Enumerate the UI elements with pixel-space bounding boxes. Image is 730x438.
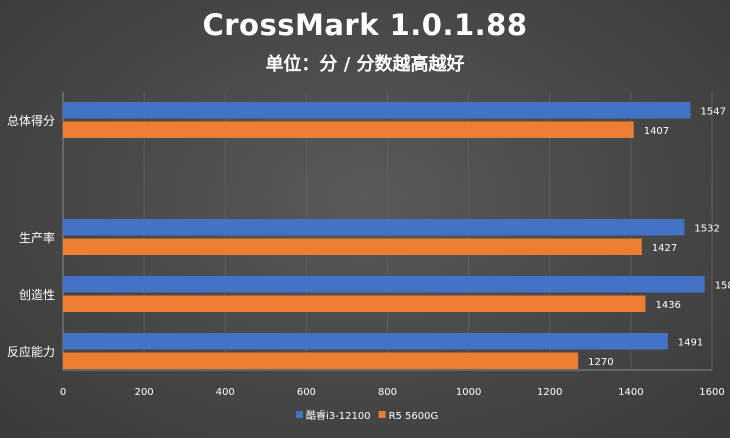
- category-label: 反应能力: [7, 344, 55, 359]
- data-label: 1491: [678, 337, 703, 348]
- bar: [63, 219, 685, 236]
- chart-subtitle: 单位：分 / 分数越高越好: [265, 54, 465, 75]
- data-label: 1407: [644, 126, 669, 137]
- chart-title: CrossMark 1.0.1.88: [202, 8, 528, 42]
- data-label: 1547: [701, 106, 726, 117]
- legend-label: 酷睿i3-12100: [306, 409, 371, 422]
- bar: [63, 352, 579, 369]
- x-tick-label: 1200: [537, 387, 562, 398]
- category-label: 总体得分: [7, 113, 55, 128]
- category-label: 创造性: [19, 288, 55, 302]
- data-label: 1427: [652, 243, 677, 254]
- data-label: 1436: [655, 300, 680, 311]
- bar: [63, 121, 634, 138]
- data-label: 1270: [588, 357, 613, 368]
- x-tick-label: 1600: [699, 387, 724, 398]
- bar: [63, 238, 642, 255]
- x-tick-label: 800: [378, 387, 397, 398]
- bar: [63, 276, 705, 293]
- legend-label: R5 5600G: [389, 411, 439, 422]
- x-tick-label: 400: [216, 387, 235, 398]
- data-label: 1532: [694, 223, 719, 234]
- legend-swatch: [296, 411, 303, 418]
- bar: [63, 295, 646, 312]
- x-tick-label: 1400: [618, 387, 643, 398]
- bar: [63, 333, 668, 350]
- x-tick-label: 0: [60, 387, 66, 398]
- category-label: 生产率: [19, 230, 55, 245]
- bar: [63, 102, 691, 119]
- x-tick-label: 600: [297, 387, 316, 398]
- data-label: 1582: [715, 280, 730, 291]
- legend-swatch: [378, 411, 386, 418]
- x-tick-label: 1000: [456, 387, 481, 398]
- x-tick-label: 200: [135, 387, 154, 398]
